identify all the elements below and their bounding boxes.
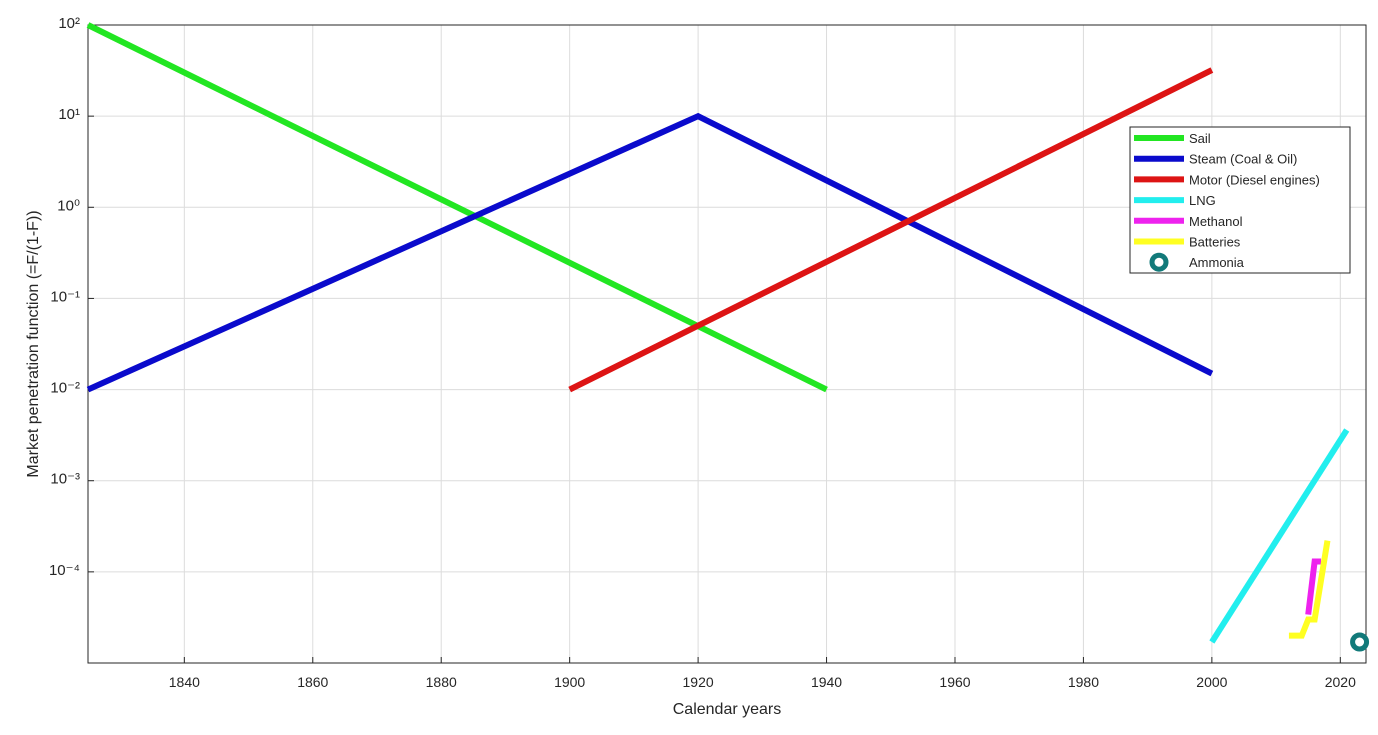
x-tick-label: 1940: [811, 674, 842, 690]
plot-frame: [87, 24, 1367, 664]
marker: [1350, 632, 1370, 652]
legend-marker: [1149, 252, 1169, 272]
series-line: [86, 22, 828, 393]
x-tick-label: 1980: [1068, 674, 1099, 690]
legend-label: Batteries: [1189, 235, 1241, 250]
y-tick-label: 10⁻¹: [50, 288, 80, 305]
y-tick-label: 10⁻³: [50, 471, 80, 488]
legend-label: LNG: [1189, 193, 1216, 208]
series-line: [1288, 540, 1331, 639]
y-tick-label: 10²: [58, 15, 80, 32]
x-tick-label: 1840: [169, 674, 200, 690]
x-tick-label: 1880: [426, 674, 457, 690]
x-tick-label: 2020: [1325, 674, 1356, 690]
series-line: [568, 67, 1214, 393]
x-tick-label: 1920: [683, 674, 714, 690]
x-tick-label: 1900: [554, 674, 585, 690]
x-tick-label: 1960: [939, 674, 970, 690]
legend-label: Methanol: [1189, 214, 1243, 229]
legend-label: Steam (Coal & Oil): [1189, 152, 1297, 167]
legend-label: Sail: [1189, 131, 1211, 146]
y-tick-label: 10⁰: [57, 197, 80, 214]
x-tick-label: 2000: [1196, 674, 1227, 690]
legend-label: Motor (Diesel engines): [1189, 172, 1320, 187]
y-axis-label: Market penetration function (=F/(1-F)): [25, 210, 42, 477]
series-line: [86, 112, 1214, 393]
y-tick-label: 10⁻²: [50, 380, 80, 397]
y-tick-label: 10⁻⁴: [49, 562, 80, 579]
series-line: [1209, 428, 1350, 644]
y-tick-label: 10¹: [58, 106, 80, 123]
x-axis-label: Calendar years: [673, 701, 782, 718]
legend-label: Ammonia: [1189, 255, 1245, 270]
x-tick-label: 1860: [297, 674, 328, 690]
series-line: [1305, 558, 1322, 615]
